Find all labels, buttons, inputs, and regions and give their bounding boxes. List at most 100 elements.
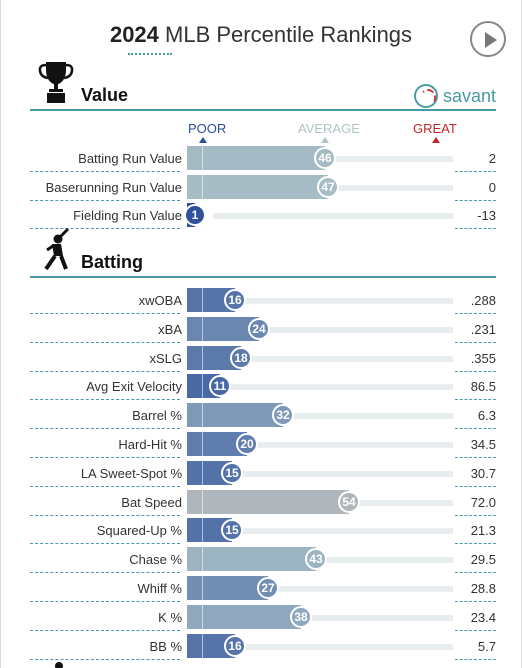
percentile-bar	[187, 576, 268, 600]
row-divider	[30, 428, 180, 430]
row-divider-right	[455, 313, 496, 314]
metric-value: 2	[488, 151, 496, 166]
section-value-title: Value	[81, 85, 129, 105]
metric-row[interactable]: Squared-Up % 15 21.3	[30, 517, 496, 545]
row-divider-right	[455, 514, 496, 516]
row-divider-right	[455, 457, 496, 458]
bar-tick	[202, 604, 203, 629]
metric-label: xSLG	[149, 350, 182, 366]
metric-row[interactable]: Hard-Hit % 20 34.5	[30, 431, 496, 459]
metric-row[interactable]: BB % 16 5.7	[30, 633, 496, 661]
section-batting-header: Batting	[30, 227, 496, 278]
metric-value: 23.4	[470, 609, 496, 625]
percentile-badge: 54	[338, 490, 360, 513]
percentile-bar	[187, 316, 259, 341]
bar-tick	[202, 146, 203, 170]
metric-label: BB %	[149, 638, 182, 654]
percentile-bar	[187, 547, 316, 572]
baseball-icon	[414, 84, 438, 108]
scale-great-arrow	[432, 137, 440, 143]
row-divider	[30, 228, 180, 229]
metric-label: Chase %	[129, 552, 182, 568]
row-divider	[30, 199, 180, 201]
metric-row[interactable]: xwOBA 16 .288	[30, 287, 496, 315]
metric-label: Baserunning Run Value	[45, 179, 182, 195]
metric-value: .288	[470, 293, 496, 308]
scale-average-label: AVERAGE	[298, 121, 360, 136]
metric-row[interactable]: Baserunning Run Value 47 0	[30, 174, 496, 202]
row-divider-right	[455, 199, 496, 201]
metric-row[interactable]: xSLG 18 .355	[30, 345, 496, 373]
percentile-bar	[187, 174, 328, 199]
percentile-badge: 1	[184, 204, 206, 226]
row-divider	[30, 572, 180, 574]
bar-tick	[202, 345, 203, 370]
percentile-track	[213, 557, 453, 564]
metric-row[interactable]: Batting Run Value 46 2	[30, 145, 496, 173]
row-divider	[30, 313, 180, 314]
metric-value: 0	[488, 179, 496, 195]
scale-poor-label: POOR	[188, 121, 227, 136]
row-divider	[30, 514, 180, 516]
metric-value: .231	[470, 321, 496, 337]
row-divider-right	[455, 341, 496, 343]
percentile-track	[213, 614, 453, 621]
metric-row[interactable]: K % 38 23.4	[30, 604, 496, 632]
metric-row[interactable]: Fielding Run Value 1 -13	[30, 202, 496, 230]
percentile-badge: 16	[224, 289, 246, 311]
section-value-header: Value	[30, 62, 496, 111]
percentile-bar	[187, 604, 301, 629]
bar-tick	[202, 576, 203, 600]
bar-tick	[202, 518, 203, 543]
percentile-badge: 43	[305, 548, 327, 571]
row-divider-right	[455, 543, 496, 545]
percentile-badge: 38	[290, 605, 312, 628]
metric-row[interactable]: Barrel % 32 6.3	[30, 402, 496, 430]
metric-label: Whiff %	[137, 581, 182, 596]
metric-row[interactable]: LA Sweet-Spot % 15 30.7	[30, 460, 496, 488]
title-year: 2024	[109, 22, 159, 47]
metric-label: Hard-Hit %	[118, 437, 182, 452]
metric-row[interactable]: xBA 24 .231	[30, 316, 496, 344]
percentile-track	[213, 384, 453, 391]
percentile-badge: 24	[248, 317, 270, 340]
metric-label: Squared-Up %	[96, 523, 182, 539]
percentile-track	[213, 326, 453, 333]
metric-label: xBA	[158, 321, 182, 337]
metric-row[interactable]: Chase % 43 29.5	[30, 546, 496, 574]
row-divider	[30, 543, 180, 545]
percentile-track	[213, 298, 453, 304]
scale-average-arrow	[321, 137, 329, 143]
percentile-bar	[187, 146, 325, 170]
row-divider-right	[455, 171, 496, 172]
row-divider-right	[455, 658, 496, 660]
next-section-icon	[49, 660, 69, 668]
metric-label: Batting Run Value	[78, 151, 182, 166]
savant-logo[interactable]: savant	[414, 84, 496, 108]
scale-great-label: GREAT	[413, 121, 457, 136]
metric-row[interactable]: Whiff % 27 28.8	[30, 575, 496, 603]
percentile-bar	[187, 489, 349, 514]
play-button[interactable]	[470, 21, 506, 57]
percentile-track	[213, 413, 453, 420]
row-divider-right	[455, 428, 496, 430]
metric-value: .355	[470, 350, 496, 366]
bar-tick	[202, 460, 203, 485]
row-divider-right	[455, 228, 496, 229]
page-title: 2024 MLB Percentile Rankings	[0, 22, 522, 48]
row-divider-right	[455, 572, 496, 574]
metric-label: Avg Exit Velocity	[86, 379, 182, 395]
percentile-badge: 20	[236, 433, 258, 455]
percentile-badge: 11	[209, 375, 231, 398]
metric-row[interactable]: Bat Speed 54 72.0	[30, 489, 496, 517]
row-divider	[30, 171, 180, 172]
section-divider	[30, 276, 496, 278]
metric-label: xwOBA	[138, 293, 182, 308]
percentile-badge: 16	[224, 634, 246, 657]
percentile-track	[213, 586, 453, 592]
percentile-bar	[187, 403, 283, 428]
row-divider	[30, 601, 180, 602]
percentile-track	[213, 643, 453, 650]
metric-row[interactable]: Avg Exit Velocity 11 86.5	[30, 373, 496, 401]
section-divider	[30, 109, 496, 111]
